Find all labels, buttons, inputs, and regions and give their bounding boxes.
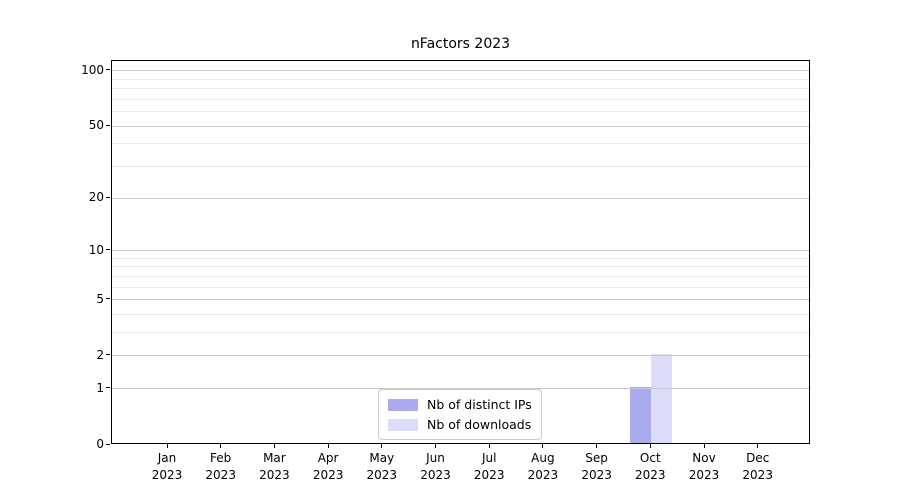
gridline-minor <box>112 78 809 80</box>
y-tick <box>106 69 110 71</box>
x-tick-label: Feb 2023 <box>205 450 236 484</box>
x-tick-month: Jul <box>481 451 497 465</box>
gridline-minor <box>112 314 809 315</box>
x-tick-label: Jan 2023 <box>152 450 183 484</box>
y-tick <box>106 196 110 198</box>
y-tick-label: 100 <box>81 62 104 77</box>
gridline-major <box>112 388 809 390</box>
gridline-minor <box>112 166 809 168</box>
gridline-major <box>112 299 809 301</box>
x-tick <box>757 444 759 448</box>
legend: Nb of distinct IPs Nb of downloads <box>378 389 542 440</box>
legend-item: Nb of downloads <box>388 417 532 432</box>
x-tick-label: Jul 2023 <box>474 450 505 484</box>
x-tick-label: Apr 2023 <box>313 450 344 484</box>
x-tick-month: Aug <box>531 451 555 465</box>
x-tick-year: 2023 <box>420 468 451 482</box>
x-tick-year: 2023 <box>742 468 773 482</box>
gridline-major <box>112 197 809 199</box>
x-tick-month: Apr <box>317 451 339 465</box>
gridline-major <box>112 125 809 127</box>
x-tick <box>220 444 222 448</box>
bar-nb-of-downloads <box>651 353 673 443</box>
x-tick-year: 2023 <box>151 468 183 482</box>
legend-swatch <box>388 398 418 411</box>
x-tick <box>381 444 383 448</box>
x-tick-year: 2023 <box>473 468 505 482</box>
x-tick-year: 2023 <box>688 468 720 482</box>
y-tick <box>106 387 110 389</box>
x-tick <box>649 444 651 448</box>
gridline-major <box>112 355 809 357</box>
y-tick-label: 0 <box>96 437 104 451</box>
x-tick-label: Oct 2023 <box>635 450 666 484</box>
x-tick <box>703 444 705 448</box>
x-tick-month: Nov <box>692 451 716 465</box>
legend-swatch <box>388 418 418 431</box>
gridline-minor <box>112 88 809 90</box>
y-tick-label: 20 <box>88 190 104 205</box>
legend-item: Nb of distinct IPs <box>388 397 532 412</box>
x-tick-year: 2023 <box>581 468 612 482</box>
gridline-major <box>112 250 809 252</box>
plot-area: Nb of distinct IPs Nb of downloads <box>111 60 810 444</box>
y-tick <box>106 124 110 126</box>
x-tick-label: Aug 2023 <box>528 450 559 484</box>
x-tick <box>435 444 436 448</box>
x-tick-label: Jun 2023 <box>420 450 451 484</box>
y-tick-label: 5 <box>96 291 104 306</box>
y-tick <box>106 443 110 445</box>
x-tick <box>327 444 329 448</box>
x-tick-year: 2023 <box>635 468 666 482</box>
x-tick <box>488 444 490 448</box>
chart-title: nFactors 2023 <box>410 36 511 52</box>
gridline-minor <box>112 98 809 100</box>
x-tick-month: Feb <box>210 451 232 465</box>
y-tick <box>106 298 110 300</box>
y-tick-label: 2 <box>96 347 104 362</box>
y-tick <box>106 249 110 251</box>
gridline-minor <box>112 332 809 334</box>
x-tick-label: Sep 2023 <box>581 450 612 484</box>
gridline-minor <box>112 266 809 268</box>
x-tick <box>273 444 275 448</box>
x-tick <box>596 444 598 448</box>
x-tick-month: May <box>369 451 395 465</box>
x-tick <box>166 444 168 448</box>
legend-label: Nb of downloads <box>427 417 532 432</box>
gridline-minor <box>112 275 809 277</box>
y-tick-label: 1 <box>96 380 104 395</box>
x-tick-year: 2023 <box>205 468 236 482</box>
x-tick-year: 2023 <box>259 468 290 482</box>
x-tick-month: Jun <box>426 451 445 465</box>
x-tick-label: Dec 2023 <box>742 450 773 484</box>
bar-nb-of-distinct-ips <box>630 386 652 443</box>
x-tick-month: Oct <box>639 451 661 465</box>
y-tick-label: 10 <box>88 242 104 257</box>
gridline-minor <box>112 143 809 145</box>
x-tick-month: Jan <box>157 451 177 465</box>
x-tick-label: May 2023 <box>367 450 398 484</box>
x-tick-year: 2023 <box>312 468 344 482</box>
x-tick-year: 2023 <box>527 468 559 482</box>
gridline-major <box>112 70 809 72</box>
x-tick-month: Dec <box>746 451 770 465</box>
x-tick-month: Mar <box>263 451 286 465</box>
gridline-minor <box>112 286 809 288</box>
y-tick <box>106 354 110 356</box>
x-tick-label: Mar 2023 <box>259 450 290 484</box>
x-tick-month: Sep <box>585 451 608 465</box>
x-tick-year: 2023 <box>366 468 398 482</box>
x-tick-label: Nov 2023 <box>689 450 720 484</box>
y-tick-label: 50 <box>88 118 104 133</box>
gridline-minor <box>112 111 809 113</box>
x-tick <box>542 444 544 448</box>
gridline-minor <box>112 257 809 259</box>
legend-label: Nb of distinct IPs <box>427 397 532 412</box>
